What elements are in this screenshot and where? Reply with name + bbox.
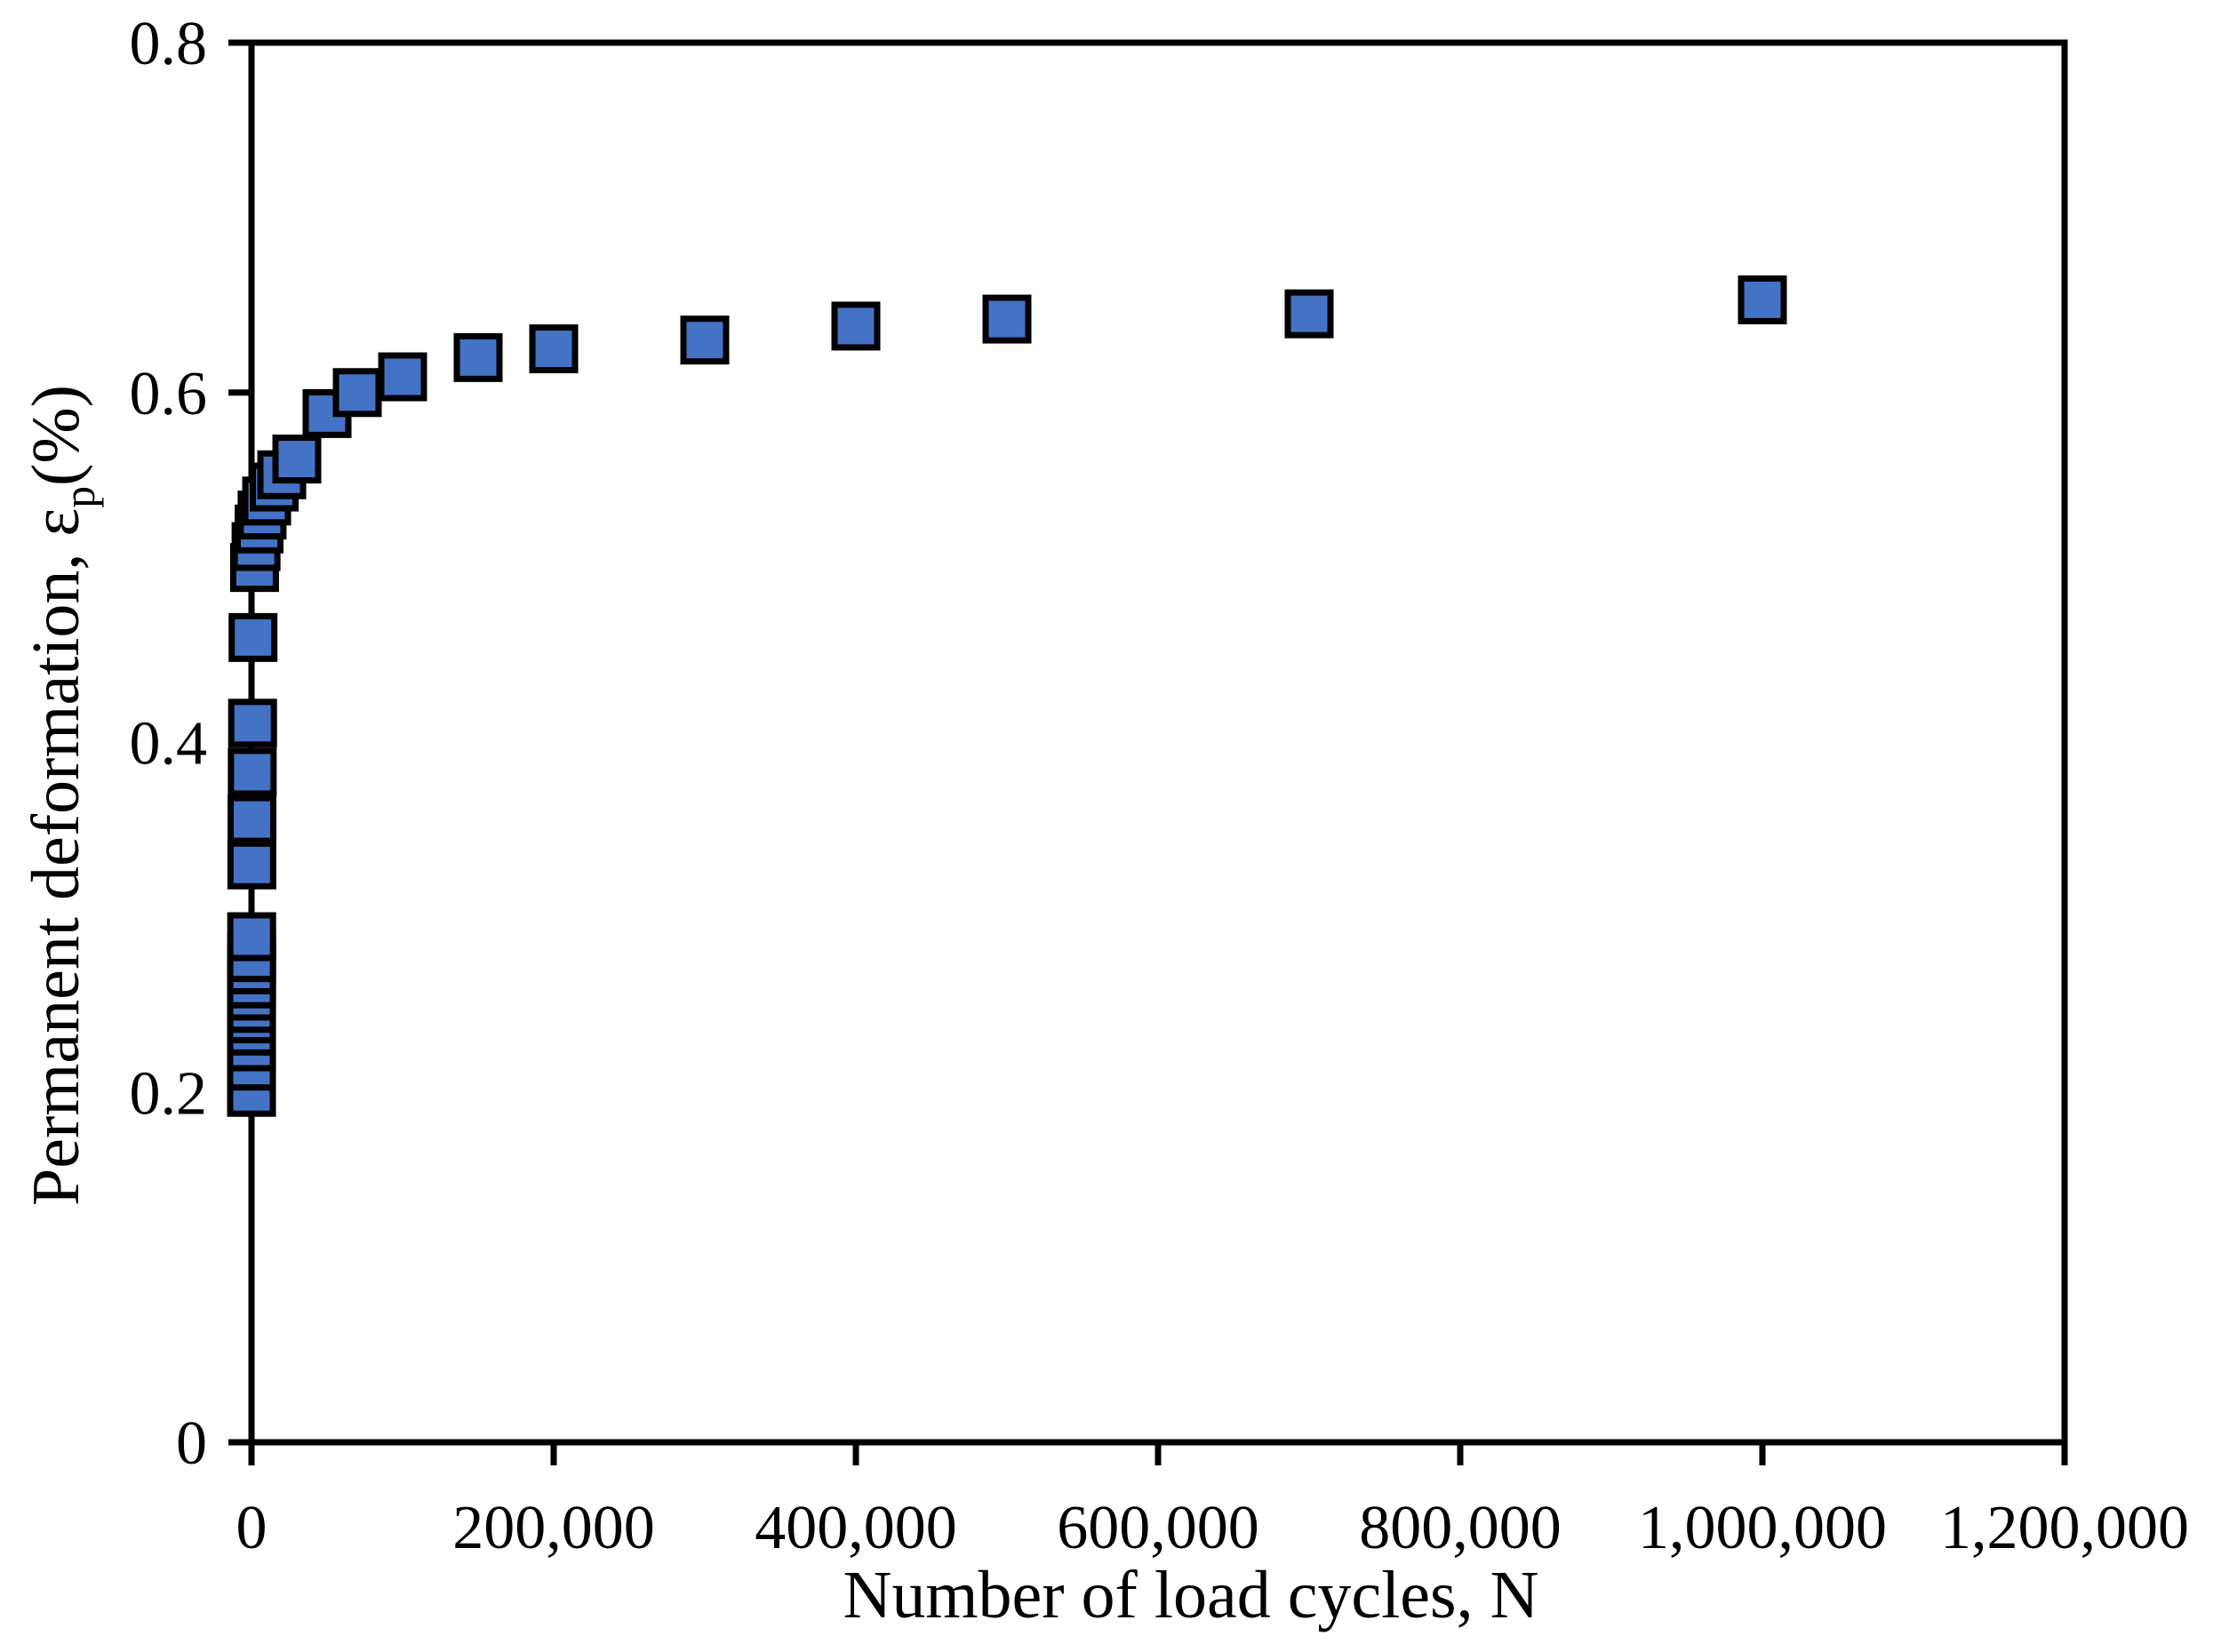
y-tick-label: 0.2: [130, 1059, 208, 1128]
y-axis-title: Permanent deformation, εp(%): [19, 385, 104, 1206]
data-point-marker: [228, 794, 277, 844]
data-point-marker: [680, 315, 730, 365]
x-tick-label: 400,000: [755, 1494, 957, 1562]
x-axis-title: Number of load cycles, N: [843, 1558, 1539, 1632]
data-point-marker: [529, 324, 579, 374]
data-point-marker: [1738, 275, 1787, 324]
x-axis-tick-labels: 0 200,000 400,000 600,000 800,000 1,000,000 1,…: [236, 1494, 2190, 1562]
x-tick-label: 600,000: [1057, 1494, 1259, 1562]
y-tick-label: 0.6: [130, 360, 208, 428]
data-point-marker: [227, 840, 276, 890]
data-point-marker: [228, 612, 278, 662]
data-point-marker: [272, 435, 322, 484]
x-axis-ticks: [248, 1442, 2068, 1465]
data-point-marker: [228, 747, 277, 797]
data-point-marker: [332, 368, 382, 418]
y-tick-label: 0.8: [130, 10, 208, 78]
y-axis-tick-labels: 0 0.2 0.4 0.6 0.8: [130, 10, 208, 1478]
x-tick-label: 1,200,000: [1940, 1494, 2189, 1562]
x-tick-label: 800,000: [1359, 1494, 1562, 1562]
x-tick-label: 200,000: [452, 1494, 655, 1562]
data-point-marker: [831, 301, 881, 351]
y-tick-label: 0.4: [130, 710, 208, 778]
data-point-marker: [453, 332, 503, 382]
x-tick-label: 1,000,000: [1638, 1494, 1887, 1562]
data-point-marker: [228, 698, 277, 748]
x-tick-label: 0: [236, 1494, 268, 1562]
plot-frame: [248, 39, 2068, 1446]
data-point-series: [227, 275, 1787, 1117]
data-point-marker: [378, 352, 427, 402]
data-point-marker: [982, 294, 1032, 344]
data-point-marker: [1284, 289, 1334, 339]
y-tick-label: 0: [176, 1409, 207, 1478]
data-point-marker: [227, 912, 276, 962]
